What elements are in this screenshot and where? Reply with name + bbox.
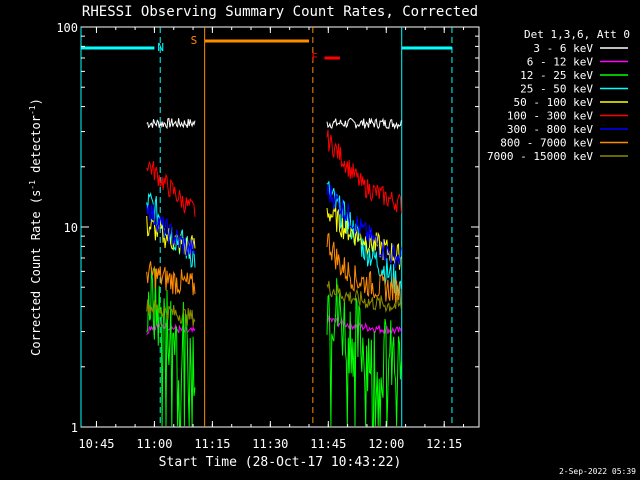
x-tick-label: 12:00 xyxy=(368,437,404,451)
y-axis-label-main: Corrected Count Rate (s xyxy=(29,190,43,356)
series-trace xyxy=(326,280,402,313)
x-tick-label: 10:45 xyxy=(78,437,114,451)
chart-title: RHESSI Observing Summary Count Rates, Co… xyxy=(82,4,478,20)
legend-label: 3 - 6 keV xyxy=(533,42,593,55)
series-layer xyxy=(146,117,402,427)
series-trace xyxy=(326,117,402,130)
series-trace xyxy=(146,261,196,296)
legend-label: 7000 - 15000 keV xyxy=(487,150,593,163)
series-trace xyxy=(326,183,402,268)
y-tick-label: 1 xyxy=(71,421,78,435)
series-trace xyxy=(146,215,196,257)
legend-title: Det 1,3,6, Att 0 xyxy=(524,28,630,41)
plot-frame xyxy=(80,26,480,428)
flare-label: F xyxy=(311,51,318,64)
legend-label: 100 - 300 keV xyxy=(507,110,593,123)
series-trace xyxy=(146,160,196,217)
series-trace xyxy=(326,232,402,305)
y-axis-label-end: ) xyxy=(29,98,43,105)
series-trace xyxy=(326,314,402,335)
series-trace xyxy=(146,204,196,258)
y-tick-label: 10 xyxy=(64,221,78,235)
series-trace xyxy=(326,278,402,427)
y-axis-label-mid: detector xyxy=(29,115,43,180)
legend-label: 300 - 800 keV xyxy=(507,123,593,136)
x-axis-label: Start Time (28-Oct-17 10:43:22) xyxy=(159,455,402,470)
series-5 xyxy=(146,129,402,217)
series-7 xyxy=(146,232,402,305)
x-tick-label: 11:30 xyxy=(252,437,288,451)
y-axis-label: Corrected Count Rate (s-1 detector-1) xyxy=(28,98,43,356)
series-8 xyxy=(146,280,402,327)
legend-label: 25 - 50 keV xyxy=(520,83,593,96)
x-axis-ticks: 10:45 11:00 11:15 11:30 11:45 12:00 12:15 xyxy=(78,27,465,451)
series-trace xyxy=(326,129,402,214)
series-trace xyxy=(326,181,402,296)
x-tick-label: 11:00 xyxy=(136,437,172,451)
series-trace xyxy=(146,117,196,130)
saa-label: S xyxy=(191,34,198,47)
series-trace xyxy=(146,299,196,327)
annotation-layer: N S F xyxy=(80,27,453,427)
y-axis-ticks: 100 10 1 xyxy=(56,21,479,435)
night-label: N xyxy=(157,41,164,54)
series-trace xyxy=(146,267,196,427)
x-tick-label: 11:15 xyxy=(194,437,230,451)
legend-label: 50 - 100 keV xyxy=(514,96,594,109)
x-tick-label: 12:15 xyxy=(426,437,462,451)
legend-label: 12 - 25 keV xyxy=(520,69,593,82)
y-axis-label-sup2: -1 xyxy=(28,105,37,115)
legend-label: 800 - 7000 keV xyxy=(500,137,593,150)
series-2 xyxy=(146,267,402,427)
footer-timestamp: 2-Sep-2022 05:39 xyxy=(559,467,636,476)
y-tick-label: 100 xyxy=(56,21,78,35)
series-4 xyxy=(146,205,402,270)
y-axis-label-sup1: -1 xyxy=(28,180,37,190)
series-0 xyxy=(146,117,402,130)
series-6 xyxy=(146,183,402,268)
legend-label: 6 - 12 keV xyxy=(527,56,594,69)
x-tick-label: 11:45 xyxy=(310,437,346,451)
